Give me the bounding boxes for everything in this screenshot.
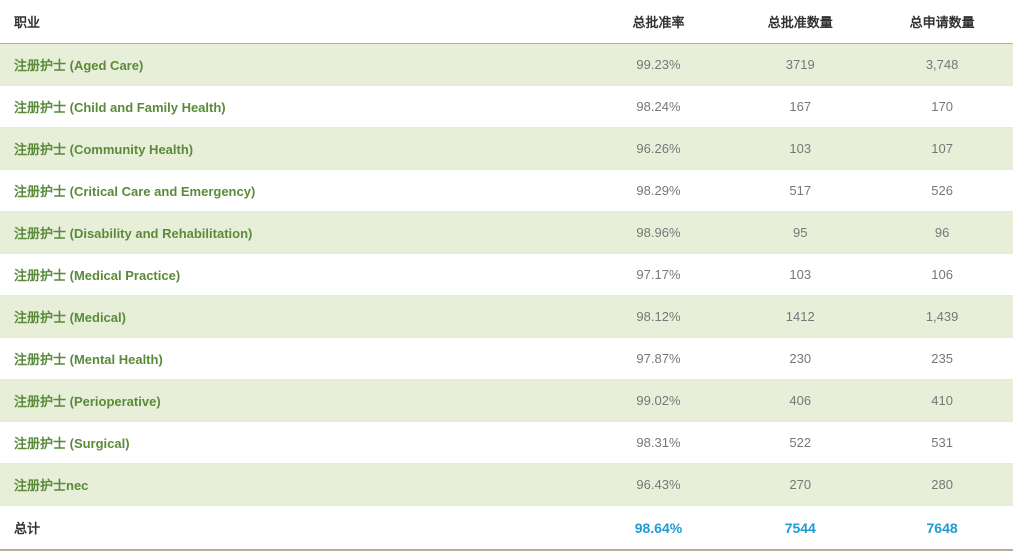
- cell-applied-count: 410: [871, 380, 1013, 422]
- cell-approval-rate: 97.17%: [588, 254, 730, 296]
- col-header-approval-rate: 总批准率: [588, 0, 730, 44]
- cell-applied-count: 170: [871, 86, 1013, 128]
- table-row: 注册护士 (Medical Practice)97.17%103106: [0, 254, 1013, 296]
- cell-approved-count: 3719: [729, 44, 871, 86]
- cell-approved-count: 517: [729, 170, 871, 212]
- cell-approval-rate: 98.12%: [588, 296, 730, 338]
- cell-occupation: 注册护士 (Surgical): [0, 422, 588, 464]
- col-header-approved-count: 总批准数量: [729, 0, 871, 44]
- table-body: 注册护士 (Aged Care)99.23%37193,748注册护士 (Chi…: [0, 44, 1013, 551]
- cell-applied-count: 235: [871, 338, 1013, 380]
- table-row: 注册护士 (Perioperative)99.02%406410: [0, 380, 1013, 422]
- table-row: 注册护士nec96.43%270280: [0, 464, 1013, 506]
- table-row: 注册护士 (Child and Family Health)98.24%1671…: [0, 86, 1013, 128]
- table-row: 注册护士 (Community Health)96.26%103107: [0, 128, 1013, 170]
- data-table: 职业 总批准率 总批准数量 总申请数量 注册护士 (Aged Care)99.2…: [0, 0, 1013, 551]
- cell-total-approved-count: 7544: [729, 506, 871, 551]
- cell-occupation: 注册护士 (Aged Care): [0, 44, 588, 86]
- cell-applied-count: 107: [871, 128, 1013, 170]
- table-row: 注册护士 (Aged Care)99.23%37193,748: [0, 44, 1013, 86]
- cell-approved-count: 406: [729, 380, 871, 422]
- cell-applied-count: 531: [871, 422, 1013, 464]
- table-row: 注册护士 (Medical)98.12%14121,439: [0, 296, 1013, 338]
- cell-applied-count: 1,439: [871, 296, 1013, 338]
- cell-approval-rate: 98.96%: [588, 212, 730, 254]
- cell-approved-count: 270: [729, 464, 871, 506]
- cell-approval-rate: 96.43%: [588, 464, 730, 506]
- cell-occupation: 注册护士 (Medical Practice): [0, 254, 588, 296]
- table-total-row: 总计98.64%75447648: [0, 506, 1013, 551]
- col-header-applied-count: 总申请数量: [871, 0, 1013, 44]
- table-row: 注册护士 (Critical Care and Emergency)98.29%…: [0, 170, 1013, 212]
- cell-approval-rate: 98.24%: [588, 86, 730, 128]
- cell-total-applied-count: 7648: [871, 506, 1013, 551]
- cell-applied-count: 526: [871, 170, 1013, 212]
- cell-approved-count: 522: [729, 422, 871, 464]
- cell-applied-count: 96: [871, 212, 1013, 254]
- cell-approved-count: 230: [729, 338, 871, 380]
- cell-occupation: 注册护士 (Child and Family Health): [0, 86, 588, 128]
- cell-approval-rate: 98.31%: [588, 422, 730, 464]
- col-header-occupation: 职业: [0, 0, 588, 44]
- cell-total-approval-rate: 98.64%: [588, 506, 730, 551]
- table-row: 注册护士 (Surgical)98.31%522531: [0, 422, 1013, 464]
- cell-occupation: 注册护士nec: [0, 464, 588, 506]
- table-row: 注册护士 (Disability and Rehabilitation)98.9…: [0, 212, 1013, 254]
- cell-occupation: 注册护士 (Critical Care and Emergency): [0, 170, 588, 212]
- cell-applied-count: 280: [871, 464, 1013, 506]
- cell-approval-rate: 97.87%: [588, 338, 730, 380]
- table-header: 职业 总批准率 总批准数量 总申请数量: [0, 0, 1013, 44]
- cell-approval-rate: 98.29%: [588, 170, 730, 212]
- nurse-approval-table: 职业 总批准率 总批准数量 总申请数量 注册护士 (Aged Care)99.2…: [0, 0, 1013, 551]
- cell-occupation: 注册护士 (Mental Health): [0, 338, 588, 380]
- cell-total-label: 总计: [0, 506, 588, 551]
- cell-approved-count: 167: [729, 86, 871, 128]
- cell-approval-rate: 96.26%: [588, 128, 730, 170]
- cell-applied-count: 106: [871, 254, 1013, 296]
- cell-occupation: 注册护士 (Medical): [0, 296, 588, 338]
- cell-occupation: 注册护士 (Disability and Rehabilitation): [0, 212, 588, 254]
- cell-approved-count: 95: [729, 212, 871, 254]
- table-row: 注册护士 (Mental Health)97.87%230235: [0, 338, 1013, 380]
- cell-occupation: 注册护士 (Perioperative): [0, 380, 588, 422]
- cell-approval-rate: 99.23%: [588, 44, 730, 86]
- cell-approved-count: 103: [729, 128, 871, 170]
- cell-occupation: 注册护士 (Community Health): [0, 128, 588, 170]
- cell-approved-count: 1412: [729, 296, 871, 338]
- cell-approved-count: 103: [729, 254, 871, 296]
- cell-applied-count: 3,748: [871, 44, 1013, 86]
- cell-approval-rate: 99.02%: [588, 380, 730, 422]
